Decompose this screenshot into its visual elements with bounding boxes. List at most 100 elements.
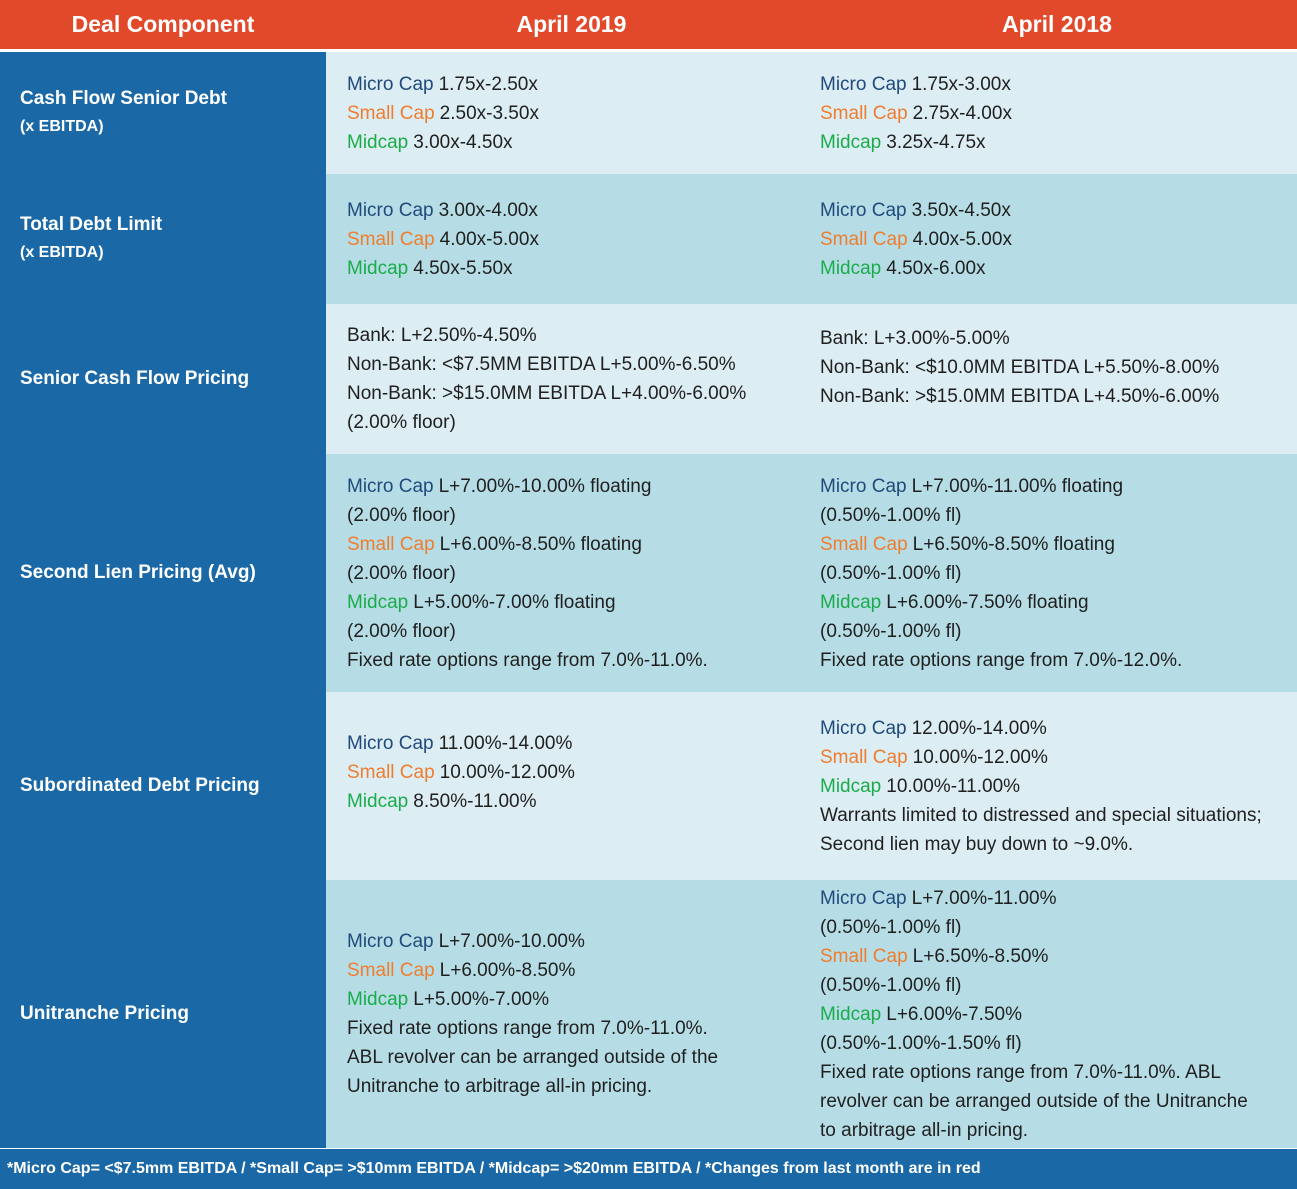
tier-small-cap: Small Cap [820,533,908,555]
tier-micro-cap: Micro Cap [347,733,434,754]
row-total-debt-limit: Total Debt Limit (x EBITDA) Micro Cap 3.0… [0,174,1297,304]
text-line: Warrants limited to distressed and speci… [820,804,1262,826]
text-line: Non-Bank: <$10.0MM EBITDA L+5.50%-8.00% [820,357,1220,378]
header-april-2019: April 2019 [516,11,627,37]
row-senior-cash-flow-pricing: Senior Cash Flow Pricing Bank: L+2.50%-4… [0,304,1297,454]
tier-small-cap: Small Cap [347,762,435,783]
tier-micro-cap: Micro Cap [347,73,434,95]
text-line: Non-Bank: >$15.0MM EBITDA L+4.50%-6.00% [820,386,1220,407]
tier-small-cap: Small Cap [347,102,435,124]
deal-component-column [0,52,326,1148]
row-label-title: Unitranche Pricing [20,1003,189,1024]
text-line: (2.00% floor) [347,620,456,642]
value: L+6.50%-8.50% floating [912,533,1115,555]
text-line: Fixed rate options range from 7.0%-12.0%… [820,649,1183,671]
value: L+5.00%-7.00% floating [413,591,616,613]
tier-midcap: Midcap [347,131,409,153]
value: 8.50%-11.00% [413,791,537,812]
value: 2.75x-4.00x [912,102,1012,124]
cell-2018: Micro Cap L+7.00%-11.00% floating (0.50%-… [799,454,1297,692]
header-divider [0,49,1297,52]
tier-small-cap: Small Cap [347,533,435,555]
value: L+6.00%-7.50% [886,1003,1022,1025]
tier-micro-cap: Micro Cap [820,199,907,221]
text-line: Unitranche to arbitrage all-in pricing. [347,1076,653,1097]
table-header: Deal Component April 2019 April 2018 [0,0,1297,49]
tier-midcap: Midcap [820,1003,882,1025]
text-line: Second lien may buy down to ~9.0%. [820,833,1134,855]
header-deal-component: Deal Component [71,11,255,37]
text-line: Non-Bank: <$7.5MM EBITDA L+5.00%-6.50% [347,354,736,375]
tier-small-cap: Small Cap [820,102,908,124]
text-line: Fixed rate options range from 7.0%-11.0%… [347,649,708,671]
value: 3.00x-4.50x [413,131,513,153]
row-label-title: Senior Cash Flow Pricing [20,368,250,389]
value: L+5.00%-7.00% [413,989,549,1010]
row-label: Senior Cash Flow Pricing [0,304,326,454]
text-line: (2.00% floor) [347,412,456,433]
text-line: (0.50%-1.00% fl) [820,620,962,642]
text-line: (0.50%-1.00%-1.50% fl) [820,1032,1022,1054]
tier-small-cap: Small Cap [347,228,435,250]
cell-2018: Micro Cap 12.00%-14.00% Small Cap 10.00%-1… [799,692,1297,880]
tier-micro-cap: Micro Cap [820,887,907,909]
value: 11.00%-14.00% [438,733,573,754]
value: L+7.00%-10.00% [438,931,585,952]
tier-midcap: Midcap [347,257,409,279]
value: 3.00x-4.00x [438,199,538,221]
text-line: (0.50%-1.00% fl) [820,504,962,526]
row-label-sub: (x EBITDA) [20,118,104,135]
value: 4.00x-5.00x [439,228,539,250]
cell-2019: Micro Cap 3.00x-4.00x Small Cap 4.00x-5.00… [326,174,799,304]
value: 10.00%-11.00% [886,775,1021,797]
value: L+7.00%-11.00% [911,887,1057,909]
row-label: Unitranche Pricing [0,880,326,1148]
row-label: Second Lien Pricing (Avg) [0,454,326,692]
cell-2019: Micro Cap L+7.00%-10.00% floating (2.00% … [326,454,799,692]
text-line: to arbitrage all-in pricing. [820,1119,1029,1141]
cell-2019: Bank: L+2.50%-4.50% Non-Bank: <$7.5MM EB… [326,304,799,454]
value: 2.50x-3.50x [439,102,539,124]
value: L+6.00%-8.50% [439,960,576,981]
tier-micro-cap: Micro Cap [347,199,434,221]
value: 10.00%-12.00% [439,762,575,783]
tier-micro-cap: Micro Cap [347,931,434,952]
row-cash-flow-senior-debt: Cash Flow Senior Debt (x EBITDA) Micro C… [0,52,1297,174]
tier-small-cap: Small Cap [820,945,908,967]
tier-midcap: Midcap [820,257,882,279]
row-label: Total Debt Limit (x EBITDA) [0,174,326,304]
value: 3.25x-4.75x [886,131,986,153]
text-line: (0.50%-1.00% fl) [820,562,962,584]
value: 3.50x-4.50x [911,199,1011,221]
value: 4.50x-6.00x [886,257,986,279]
row-second-lien-pricing: Second Lien Pricing (Avg) Micro Cap L+7.0… [0,454,1297,692]
cell-2019: Micro Cap 1.75x-2.50x Small Cap 2.50x-3.50… [326,52,799,174]
text-line: Fixed rate options range from 7.0%-11.0%… [820,1061,1221,1083]
cell-2018: Bank: L+3.00%-5.00% Non-Bank: <$10.0MM E… [799,304,1297,454]
tier-small-cap: Small Cap [820,746,908,768]
value: L+6.50%-8.50% [912,945,1049,967]
row-label-title: Cash Flow Senior Debt [20,88,227,109]
row-label-sub: (x EBITDA) [20,244,104,261]
value: L+6.00%-7.50% floating [886,591,1089,613]
text-line: (2.00% floor) [347,562,456,584]
value: L+7.00%-10.00% floating [438,475,652,497]
value: 1.75x-2.50x [438,73,538,95]
text-line: (0.50%-1.00% fl) [820,916,962,938]
value: L+7.00%-11.00% floating [911,475,1124,497]
text-line: (0.50%-1.00% fl) [820,974,962,996]
text-line: ABL revolver can be arranged outside of … [347,1047,719,1068]
cell-2018: Micro Cap L+7.00%-11.00% (0.50%-1.00% fl)… [799,880,1297,1148]
cell-2018: Micro Cap 3.50x-4.50x Small Cap 4.00x-5.00… [799,174,1297,304]
value: L+6.00%-8.50% floating [439,533,642,555]
value: 4.00x-5.00x [912,228,1012,250]
tier-micro-cap: Micro Cap [820,73,907,95]
footnote-bar: *Micro Cap= <$7.5mm EBITDA / *Small Cap=… [0,1149,1297,1189]
tier-micro-cap: Micro Cap [347,475,434,497]
tier-midcap: Midcap [820,591,882,613]
tier-micro-cap: Micro Cap [820,475,907,497]
tier-midcap: Midcap [347,591,409,613]
row-label-title: Second Lien Pricing (Avg) [20,562,256,583]
tier-midcap: Midcap [820,131,882,153]
